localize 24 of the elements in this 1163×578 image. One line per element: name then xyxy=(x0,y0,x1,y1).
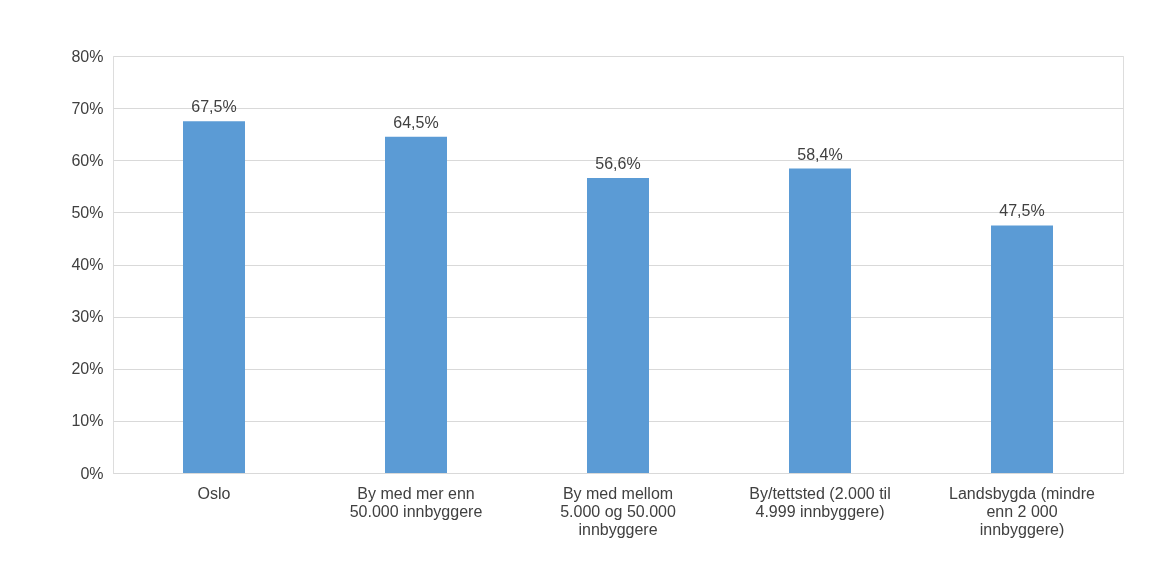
y-tick-label: 30% xyxy=(71,308,104,326)
y-tick-label: 80% xyxy=(71,47,104,65)
data-label: 58,4% xyxy=(797,145,843,163)
x-tick-label: Oslo xyxy=(197,484,231,502)
x-tick-label: Landsbygda (mindre enn 2 000 innbyggere) xyxy=(949,484,1096,538)
y-tick-label: 70% xyxy=(71,99,104,117)
x-tick-label: By med mer enn 50.000 innbyggere xyxy=(349,484,483,520)
data-label: 64,5% xyxy=(393,113,439,131)
x-tick-label: By med mellom 5.000 og 50.000 innbyggere xyxy=(560,484,676,538)
bar xyxy=(385,136,447,473)
bar xyxy=(587,177,649,473)
data-label: 47,5% xyxy=(999,202,1045,220)
bar xyxy=(789,168,851,473)
data-label: 56,6% xyxy=(595,154,641,172)
y-tick-label: 40% xyxy=(71,256,104,273)
y-tick-label: 0% xyxy=(80,464,104,482)
y-tick-label: 50% xyxy=(71,203,104,221)
y-tick-label: 10% xyxy=(71,412,104,430)
y-tick-label: 60% xyxy=(71,151,104,169)
data-label: 67,5% xyxy=(191,98,237,116)
bar xyxy=(991,225,1053,473)
x-tick-label: By/tettsted (2.000 til 4.999 innbyggere) xyxy=(749,484,891,520)
bar xyxy=(183,121,245,473)
y-tick-label: 20% xyxy=(71,360,104,378)
